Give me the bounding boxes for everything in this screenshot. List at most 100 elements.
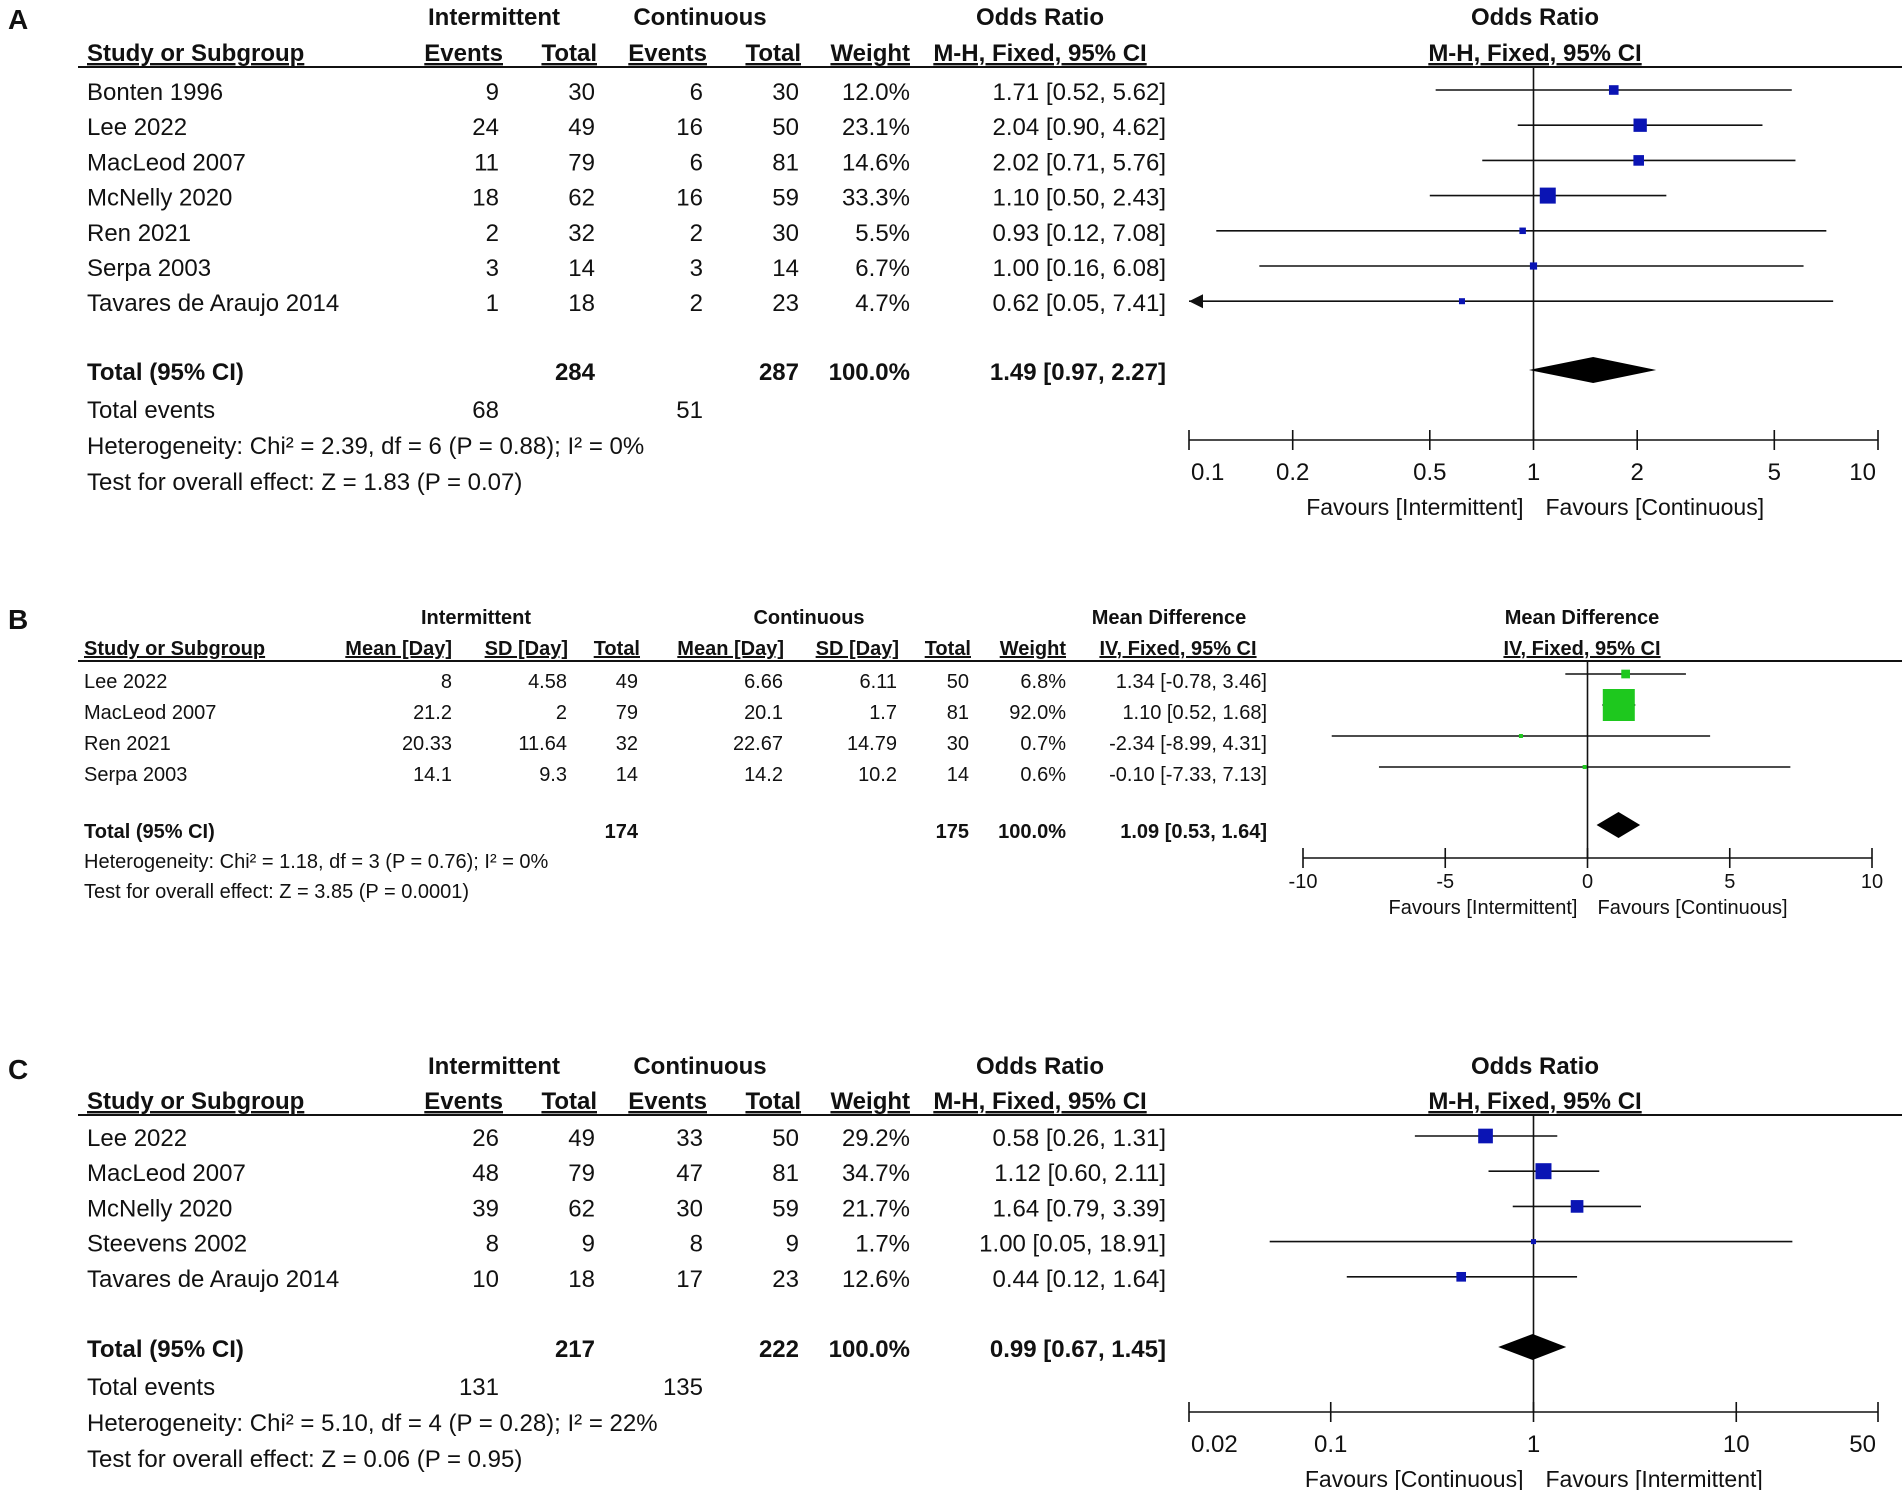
g1-total: 79 <box>568 1160 595 1187</box>
g2-total-sum: 175 <box>936 821 969 843</box>
g1-events-header: Events <box>424 1088 503 1115</box>
g1-total: 14 <box>616 764 638 786</box>
study-weight: 14.6% <box>842 149 910 176</box>
study-ci-text: 2.04 [0.90, 4.62] <box>993 114 1166 141</box>
study-name: Ren 2021 <box>87 220 191 247</box>
g2-events: 2 <box>690 220 703 247</box>
total-weight: 100.0% <box>829 1336 910 1363</box>
forest-plot-panel-b: B Intermittent Continuous Mean Difference M… <box>0 600 1902 960</box>
g1-sd: 9.3 <box>539 764 567 786</box>
g2-sd: 14.79 <box>847 733 897 755</box>
plot-method-header: IV, Fixed, 95% CI <box>1503 638 1660 660</box>
study-ci-text: -2.34 [-8.99, 4.31] <box>1109 733 1267 755</box>
g1-mean: 14.1 <box>413 764 452 786</box>
study-estimate-marker <box>1478 1128 1493 1144</box>
g2-events-header: Events <box>628 40 707 67</box>
study-weight: 0.7% <box>1020 733 1066 755</box>
g2-events: 8 <box>690 1231 703 1258</box>
total-weight: 100.0% <box>998 821 1066 843</box>
study-estimate-marker <box>1456 1271 1467 1282</box>
g2-events: 6 <box>690 79 703 106</box>
g1-sd: 2 <box>556 702 567 724</box>
g1-mean: 8 <box>441 671 452 693</box>
g1-total: 49 <box>616 671 638 693</box>
g1-total-header: Total <box>541 40 597 67</box>
g2-sd-header: SD [Day] <box>816 638 899 660</box>
overall-effect-text: Test for overall effect: Z = 3.85 (P = 0… <box>84 881 469 903</box>
effect-measure-header: Mean Difference <box>1092 607 1247 629</box>
forest-plot-c: Intermittent Continuous Odds Ratio Odds Rat… <box>78 1053 1902 1490</box>
study-ci-text: 1.12 [0.60, 2.11] <box>994 1160 1166 1187</box>
weight-header: Weight <box>830 1088 910 1115</box>
g2-total-events: 135 <box>663 1374 703 1401</box>
overall-effect-text: Test for overall effect: Z = 1.83 (P = 0… <box>87 469 522 496</box>
favours-left-label: Favours [Intermittent] <box>1306 494 1523 520</box>
heterogeneity-text: Heterogeneity: Chi² = 2.39, df = 6 (P = … <box>87 433 644 460</box>
g1-total: 30 <box>568 79 595 106</box>
group2-header: Continuous <box>633 1053 766 1080</box>
g1-events: 26 <box>472 1125 499 1152</box>
study-estimate-marker <box>1531 1239 1536 1245</box>
study-weight: 0.6% <box>1020 764 1066 786</box>
favours-right-label: Favours [Continuous] <box>1546 494 1765 520</box>
study-name: McNelly 2020 <box>87 1195 232 1222</box>
g2-total: 14 <box>947 764 969 786</box>
g1-total-events: 131 <box>459 1374 499 1401</box>
total-label: Total (95% CI) <box>87 1336 244 1363</box>
study-weight: 29.2% <box>842 1125 910 1152</box>
x-tick-label: 1 <box>1527 459 1540 486</box>
study-name: Serpa 2003 <box>84 764 187 786</box>
forest-plot-a: Intermittent Continuous Odds Ratio Odds Rat… <box>78 4 1902 520</box>
study-column-header: Study or Subgroup <box>87 1088 304 1115</box>
study-name: Bonten 1996 <box>87 79 223 106</box>
study-column-header: Study or Subgroup <box>87 40 304 67</box>
heterogeneity-text: Heterogeneity: Chi² = 5.10, df = 4 (P = … <box>87 1410 658 1437</box>
g2-events: 16 <box>676 114 703 141</box>
g2-total: 59 <box>772 1195 799 1222</box>
pooled-estimate-diamond <box>1498 1334 1567 1360</box>
total-ci-text: 1.49 [0.97, 2.27] <box>990 359 1166 386</box>
study-estimate-marker <box>1621 669 1630 679</box>
g2-total: 81 <box>947 702 969 724</box>
g2-total-header: Total <box>925 638 971 660</box>
study-ci-text: 1.10 [0.52, 1.68] <box>1122 702 1267 724</box>
study-estimate-marker <box>1518 734 1523 738</box>
plot-measure-header: Odds Ratio <box>1471 1053 1599 1080</box>
study-name: Steevens 2002 <box>87 1231 247 1258</box>
study-ci-text: 0.44 [0.12, 1.64] <box>993 1266 1166 1293</box>
x-tick-label: 5 <box>1724 871 1735 893</box>
panel-label: C <box>8 1054 29 1085</box>
pooled-estimate-diamond <box>1596 812 1641 838</box>
group2-header: Continuous <box>633 4 766 31</box>
plot-method-header: M-H, Fixed, 95% CI <box>1428 1088 1641 1115</box>
g1-total: 14 <box>568 255 595 282</box>
study-ci-text: 0.93 [0.12, 7.08] <box>993 220 1166 247</box>
study-name: Tavares de Araujo 2014 <box>87 1266 339 1293</box>
g2-mean: 22.67 <box>733 733 783 755</box>
study-name: Lee 2022 <box>87 1125 187 1152</box>
study-estimate-marker <box>1529 262 1538 270</box>
g2-total: 50 <box>772 1125 799 1152</box>
g2-total-sum: 222 <box>759 1336 799 1363</box>
x-tick-label: -10 <box>1289 871 1318 893</box>
g1-events: 2 <box>486 220 499 247</box>
g1-events: 10 <box>472 1266 499 1293</box>
study-column-header: Study or Subgroup <box>84 638 265 660</box>
study-estimate-marker <box>1633 118 1647 132</box>
g2-events: 2 <box>690 290 703 317</box>
x-tick-label: 0.02 <box>1191 1431 1238 1458</box>
plot-measure-header: Odds Ratio <box>1471 4 1599 31</box>
plot-measure-header: Mean Difference <box>1505 607 1660 629</box>
study-name: Ren 2021 <box>84 733 171 755</box>
x-tick-label: 0.2 <box>1276 459 1309 486</box>
study-name: MacLeod 2007 <box>87 149 246 176</box>
x-tick-label: 50 <box>1849 1431 1876 1458</box>
g2-total: 14 <box>772 255 799 282</box>
study-weight: 12.6% <box>842 1266 910 1293</box>
g1-total: 62 <box>568 1195 595 1222</box>
g2-mean: 6.66 <box>744 671 783 693</box>
g2-total: 30 <box>772 79 799 106</box>
g2-events: 16 <box>676 185 703 212</box>
study-estimate-marker <box>1458 298 1465 305</box>
g1-events: 24 <box>472 114 499 141</box>
